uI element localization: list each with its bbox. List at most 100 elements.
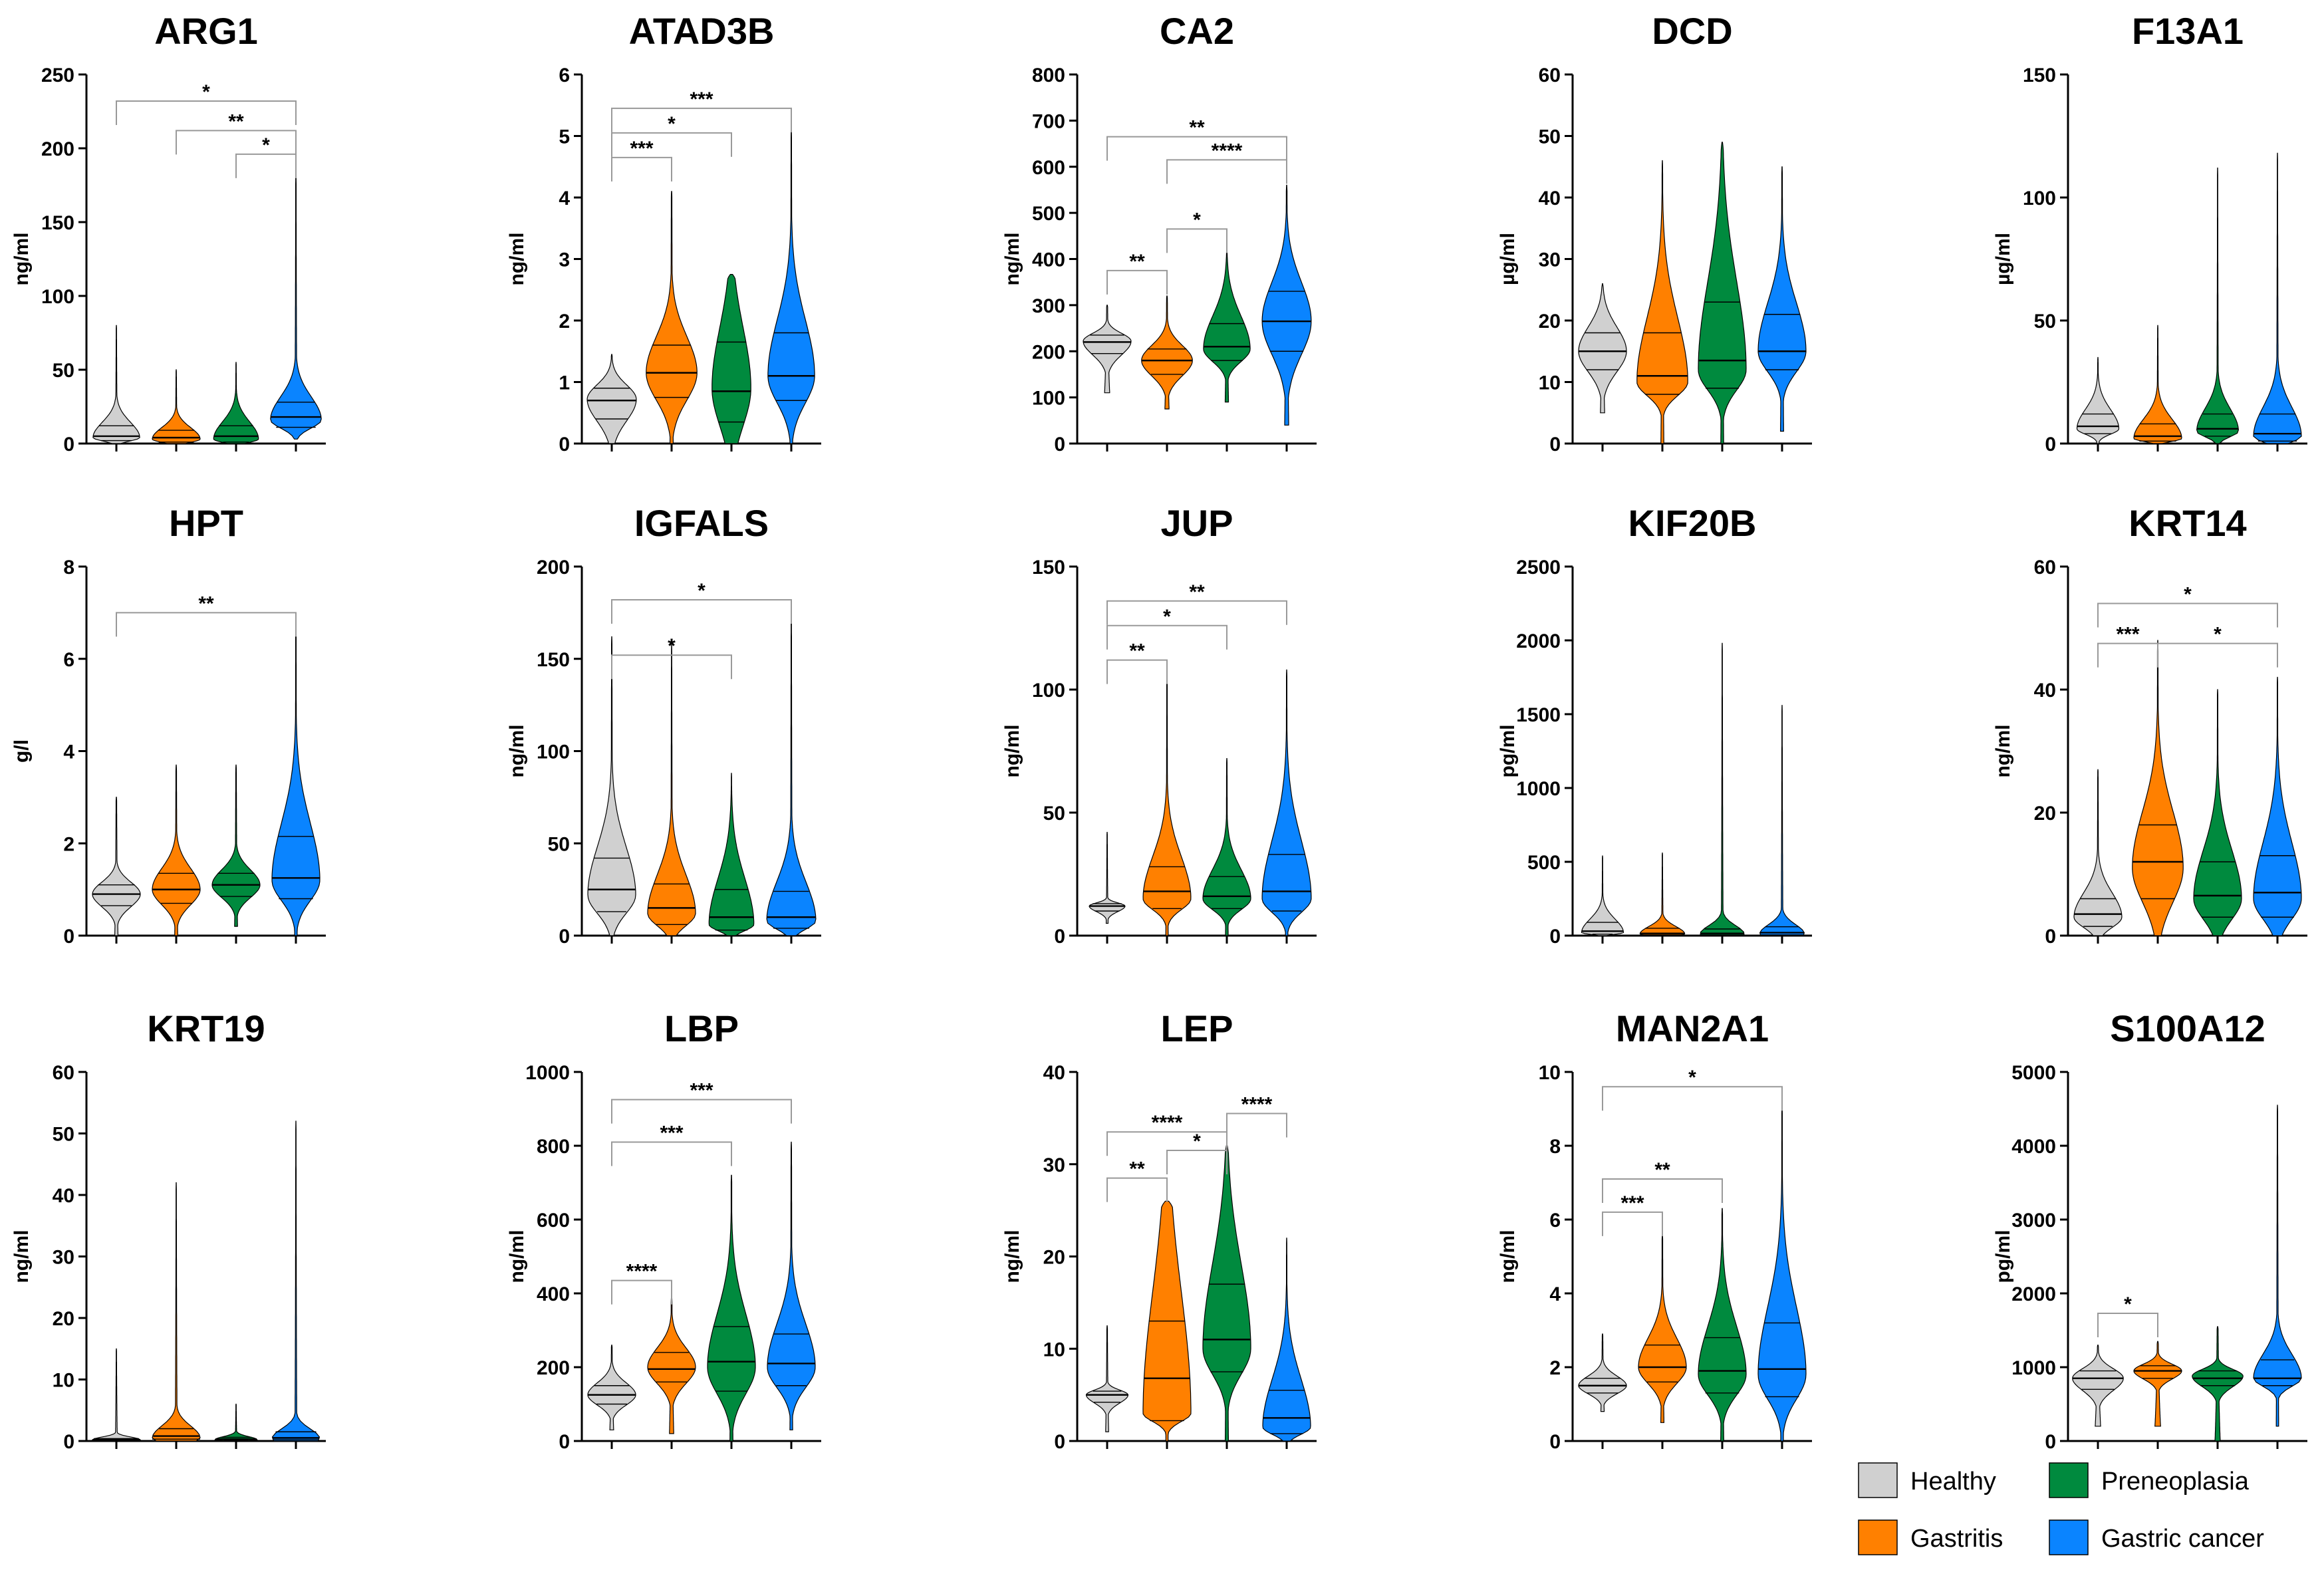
violin-gastric-cancer (1261, 669, 1312, 936)
y-tick-label: 1500 (1516, 704, 1561, 726)
violin-gastric-cancer (766, 602, 817, 936)
significance-label: * (262, 134, 270, 156)
chart-title: KIF20B (1628, 502, 1757, 544)
y-tick-label: 0 (559, 926, 570, 948)
chart-title: ARG1 (154, 10, 258, 52)
chart-title: ATAD3B (629, 10, 775, 52)
violin-preneoplasia (1700, 642, 1745, 936)
violin-gastritis (1141, 295, 1193, 410)
y-tick-label: 100 (1032, 388, 1065, 410)
significance-label: ** (1129, 640, 1145, 662)
violin-preneoplasia (1202, 1145, 1251, 1442)
chart-ca2: CA2ng/ml0100200300400500600700800*******… (1001, 10, 1317, 456)
violin-healthy (586, 354, 637, 444)
legend-swatch-gastritis (1858, 1519, 1898, 1555)
significance-bracket (1106, 624, 1227, 650)
chart-title: JUP (1161, 502, 1233, 544)
y-tick-label: 0 (1549, 434, 1561, 456)
y-tick-label: 0 (2045, 926, 2056, 948)
significance-bracket (2097, 642, 2158, 668)
chart-s100a12: S100A12 pg/ml 0 1000 2000 3000 4000 5000 * (1992, 1007, 2307, 1453)
y-tick-label: 200 (41, 138, 74, 160)
y-tick-label: 150 (41, 212, 74, 234)
chart-title: MAN2A1 (1616, 1007, 1769, 1049)
y-axis-label: ng/ml (11, 233, 33, 286)
significance-bracket (1106, 600, 1287, 625)
y-tick-label: 0 (1054, 434, 1065, 456)
violin-gastritis (2132, 640, 2184, 936)
y-tick-label: 2500 (1516, 557, 1561, 579)
violin-gastric-cancer (2253, 152, 2302, 444)
y-tick-label: 2000 (1516, 630, 1561, 652)
chart-title: CA2 (1160, 10, 1234, 52)
violin-gastric-cancer (1757, 166, 1807, 432)
y-tick-label: 60 (53, 1062, 74, 1084)
significance-bracket (1166, 159, 1287, 184)
y-tick-label: 10 (1539, 372, 1561, 394)
violin-gastritis (2133, 325, 2182, 444)
violin-preneoplasia (1203, 249, 1251, 403)
violin-preneoplasia (213, 362, 259, 444)
significance-bracket (1602, 1086, 1783, 1111)
violin-healthy (92, 797, 141, 936)
violin-healthy (1581, 855, 1624, 936)
y-axis-label: g/l (11, 739, 33, 763)
significance-bracket (2097, 1312, 2158, 1337)
y-tick-label: 1000 (2011, 1357, 2056, 1379)
significance-label: * (698, 580, 706, 602)
significance-label: * (1193, 1130, 1201, 1152)
y-tick-label: 0 (63, 926, 74, 948)
chart-title: F13A1 (2132, 10, 2244, 52)
significance-label: **** (1241, 1093, 1273, 1115)
violin-gastric-cancer (271, 626, 321, 936)
y-tick-label: 50 (53, 1124, 74, 1146)
significance-label: ** (1654, 1159, 1670, 1181)
y-tick-label: 400 (537, 1283, 570, 1305)
y-tick-label: 6 (1549, 1210, 1561, 1232)
y-axis-label: ng/ml (11, 1230, 33, 1283)
y-tick-label: 6 (559, 65, 570, 86)
y-tick-label: 5000 (2011, 1062, 2056, 1084)
chart-title: KRT14 (2129, 502, 2246, 544)
y-tick-label: 500 (1527, 852, 1561, 874)
violin-healthy (2073, 769, 2123, 936)
y-tick-label: 2000 (2011, 1283, 2056, 1305)
legend-swatch-preneoplasia (2049, 1462, 2089, 1498)
significance-label: ** (1189, 117, 1205, 139)
y-tick-label: 50 (2034, 311, 2056, 332)
y-tick-label: 400 (1032, 249, 1065, 271)
significance-bracket (2157, 642, 2278, 668)
significance-label: *** (2116, 624, 2139, 646)
y-axis-label: ng/ml (506, 233, 528, 286)
y-tick-label: 0 (2045, 1431, 2056, 1453)
significance-bracket (611, 1141, 732, 1166)
y-tick-label: 0 (1549, 926, 1561, 948)
y-tick-label: 20 (53, 1308, 74, 1330)
y-axis-label: ng/ml (1001, 725, 1023, 778)
significance-label: * (668, 113, 676, 135)
y-tick-label: 3 (559, 249, 570, 271)
y-tick-label: 150 (1032, 557, 1065, 579)
y-tick-label: 50 (548, 833, 570, 855)
violin-gastritis (152, 764, 201, 936)
y-tick-label: 0 (1054, 926, 1065, 948)
y-tick-label: 4 (63, 741, 74, 763)
violin-gastritis (647, 1296, 696, 1434)
chart-krt19: KRT19 ng/ml 0 10 20 30 40 50 60 (11, 1007, 326, 1453)
y-axis-label: ng/ml (1497, 1230, 1519, 1283)
significance-bracket (1106, 659, 1168, 684)
violin-gastric-cancer (1757, 1105, 1807, 1442)
violin-preneoplasia (708, 773, 755, 936)
significance-label: * (2214, 624, 2222, 646)
y-axis-label: ng/ml (1001, 1230, 1023, 1283)
significance-bracket (611, 156, 672, 182)
y-tick-label: 40 (53, 1185, 74, 1207)
significance-label: *** (1620, 1192, 1644, 1214)
legend-label: Preneoplasia (2101, 1468, 2250, 1496)
significance-bracket (116, 100, 297, 125)
significance-bracket (611, 107, 792, 132)
